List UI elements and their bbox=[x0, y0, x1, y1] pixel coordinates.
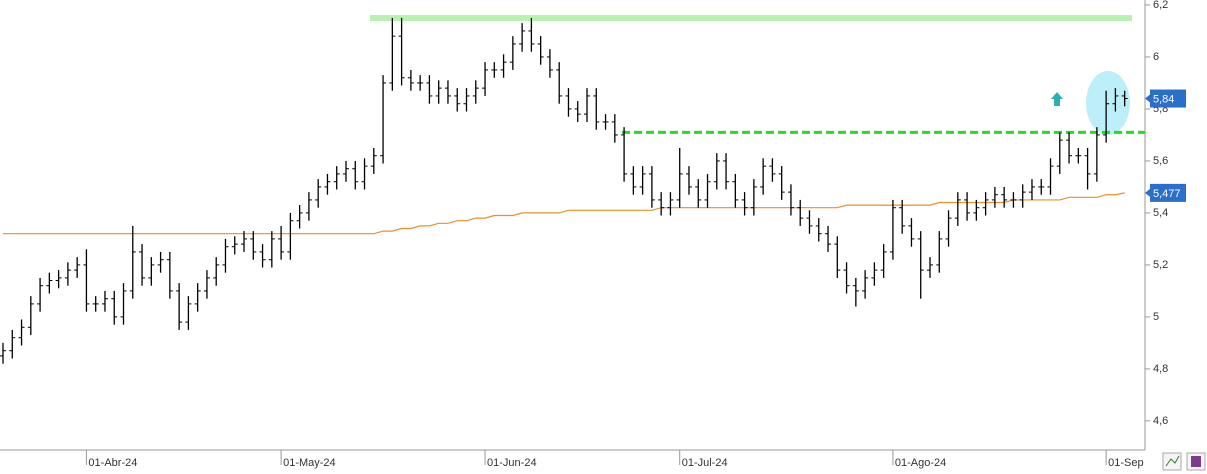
save-icon-glyph bbox=[1191, 456, 1201, 467]
last-value-label: 5,477 bbox=[1153, 188, 1181, 200]
moving-average bbox=[3, 192, 1125, 235]
x-tick-label: 01-Abr-24 bbox=[88, 457, 137, 469]
y-tick-label: 4,8 bbox=[1153, 363, 1168, 375]
last-value-label: 5,84 bbox=[1153, 93, 1174, 105]
highlight-ellipse bbox=[1086, 71, 1130, 135]
last-value-box bbox=[1150, 89, 1186, 108]
last-value-pointer bbox=[1145, 94, 1150, 103]
last-value-box bbox=[1150, 183, 1186, 202]
y-tick-label: 5 bbox=[1153, 311, 1159, 323]
x-tick-label: 01-Ago-24 bbox=[895, 457, 946, 469]
chart-icon-glyph bbox=[1165, 455, 1180, 467]
up-arrow bbox=[1051, 92, 1063, 106]
y-tick-label: 6 bbox=[1153, 51, 1159, 63]
x-tick-label: 01-Sep bbox=[1108, 457, 1143, 469]
y-tick-label: 5,6 bbox=[1153, 155, 1168, 167]
last-value-pointer bbox=[1145, 188, 1150, 197]
y-tick-label: 4,6 bbox=[1153, 415, 1168, 427]
y-tick-label: 6,2 bbox=[1153, 0, 1168, 11]
y-tick-label: 5,2 bbox=[1153, 259, 1168, 271]
x-tick-label: 01-Jun-24 bbox=[487, 457, 537, 469]
chart-icon[interactable] bbox=[1162, 452, 1182, 471]
x-tick-label: 01-May-24 bbox=[283, 457, 336, 469]
y-tick-label: 5,4 bbox=[1153, 207, 1168, 219]
x-tick-label: 01-Jul-24 bbox=[682, 457, 728, 469]
